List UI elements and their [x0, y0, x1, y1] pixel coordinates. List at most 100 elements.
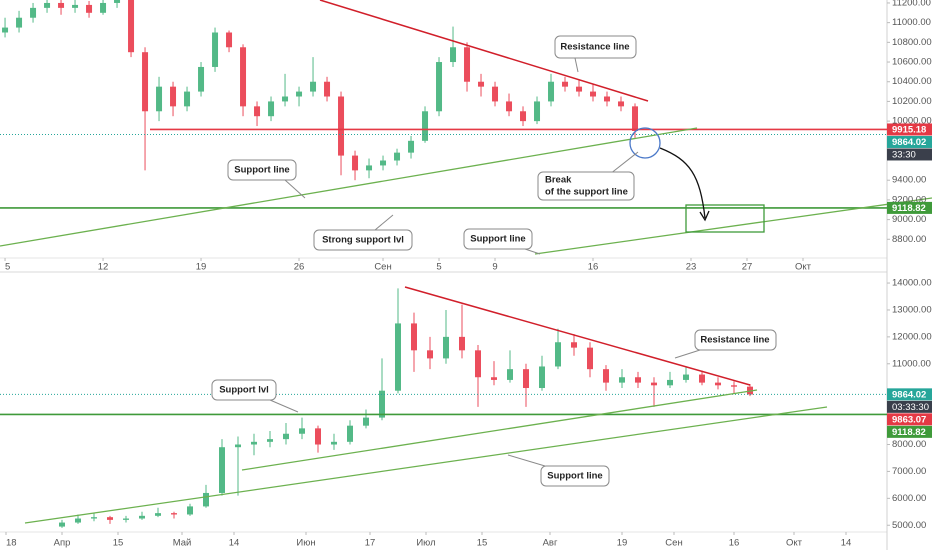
callout-box [463, 228, 533, 250]
candle-body [632, 106, 639, 131]
callout: Support lvl [211, 379, 299, 413]
callout: Resistance line [674, 329, 777, 359]
candle-body [395, 323, 401, 391]
resistance-line [319, 0, 649, 102]
x-tick-label: 19 [617, 538, 628, 549]
candle-body [142, 52, 149, 112]
drawings: Resistance line Support line Strong supp… [0, 0, 932, 524]
x-tick-label: 12 [98, 262, 109, 273]
candle-body [366, 165, 373, 171]
callout-text: Support line [470, 234, 525, 245]
candle-body [619, 377, 625, 383]
candle-body [604, 96, 611, 102]
support-line [24, 406, 828, 524]
y-tick-label: 6000.00 [892, 493, 926, 504]
y-tick-label: 14000.00 [892, 278, 932, 289]
candle-body [170, 86, 177, 107]
candle-body [667, 379, 673, 386]
callout: Strong support lvl [313, 214, 413, 251]
price-label-box [887, 388, 932, 401]
x-tick-label: 5 [5, 262, 10, 273]
candle-body [86, 4, 93, 13]
x-tick-label: Июл [416, 538, 435, 549]
callout-box [313, 229, 413, 251]
candle-body [506, 101, 513, 112]
candle-body [219, 447, 225, 493]
candle-body [198, 66, 205, 92]
candle-body [2, 27, 9, 33]
candle-body [72, 4, 79, 8]
candle-body [123, 518, 129, 520]
candle-body [203, 492, 209, 507]
x-tick-label: 16 [588, 262, 599, 273]
price-label-box [887, 201, 932, 214]
price-label: 9864.02 [892, 389, 926, 400]
x-tick-label: 27 [742, 262, 753, 273]
callout: Support line [463, 228, 541, 255]
candle-body [324, 81, 331, 97]
candle-body [235, 444, 241, 448]
candle-body [310, 81, 317, 92]
price-label: 9915.18 [892, 124, 926, 135]
candle-body [155, 513, 161, 516]
x-tick-label: 17 [365, 538, 376, 549]
candles [59, 288, 753, 528]
candle-body [16, 17, 23, 28]
x-tick-label: Май [173, 538, 192, 549]
candle-body [715, 382, 721, 386]
y-tick-label: 10600.00 [892, 57, 932, 68]
candle-body [267, 439, 273, 442]
timer-box [887, 400, 932, 413]
y-tick-label: 13000.00 [892, 304, 932, 315]
callout: Break of the support line [537, 151, 639, 201]
candle-body [254, 106, 261, 117]
resistance-line [404, 286, 751, 386]
candle-body [338, 96, 345, 156]
y-tick-label: 8800.00 [892, 234, 926, 245]
x-tick-label: 15 [477, 538, 488, 549]
candle-body [296, 91, 303, 97]
break-circle [629, 127, 661, 159]
x-tick-label: Июн [296, 538, 315, 549]
candle-body [459, 336, 465, 351]
x-tick-label: 9 [492, 262, 497, 273]
candle-body [699, 374, 705, 383]
x-tick-label: Сен [665, 538, 682, 549]
price-label-box [887, 413, 932, 426]
y-tick-label: 11200.00 [892, 0, 931, 8]
candle-body [548, 81, 555, 102]
y-tick-label: 10000.00 [892, 116, 932, 127]
candle-body [315, 428, 321, 445]
candle-body [450, 47, 457, 63]
callout-text: Resistance line [560, 42, 629, 53]
y-tick-label: 8000.00 [892, 439, 926, 450]
candle-body [268, 101, 275, 117]
price-label: 9118.82 [892, 427, 926, 438]
timer-label: 03:33:30 [892, 402, 929, 413]
y-tick-label: 10200.00 [892, 96, 932, 107]
candle-body [523, 369, 529, 389]
x-tick-label: Сен [374, 262, 391, 273]
y-tick-label: 11000.00 [892, 17, 931, 28]
candle-body [555, 342, 561, 367]
candle-body [590, 91, 597, 97]
x-tick-label: 23 [686, 262, 697, 273]
candle-body [114, 0, 121, 3]
candle-body [492, 86, 499, 102]
x-tick-label: 26 [294, 262, 305, 273]
candle-body [422, 111, 429, 141]
candle-body [539, 366, 545, 389]
callout-text: Support lvl [219, 385, 269, 396]
x-tick-label: Авг [543, 538, 558, 549]
candle-body [44, 2, 51, 8]
y-tick-label: 10800.00 [892, 37, 932, 48]
x-tick-label: 5 [436, 262, 441, 273]
candle-body [212, 32, 219, 67]
x-tick-label: 19 [196, 262, 207, 273]
callout-text: Break [545, 175, 572, 186]
arrow-head [699, 210, 710, 222]
callout: Support line [227, 159, 306, 199]
timer-box [887, 148, 932, 161]
candle-body [534, 101, 541, 122]
